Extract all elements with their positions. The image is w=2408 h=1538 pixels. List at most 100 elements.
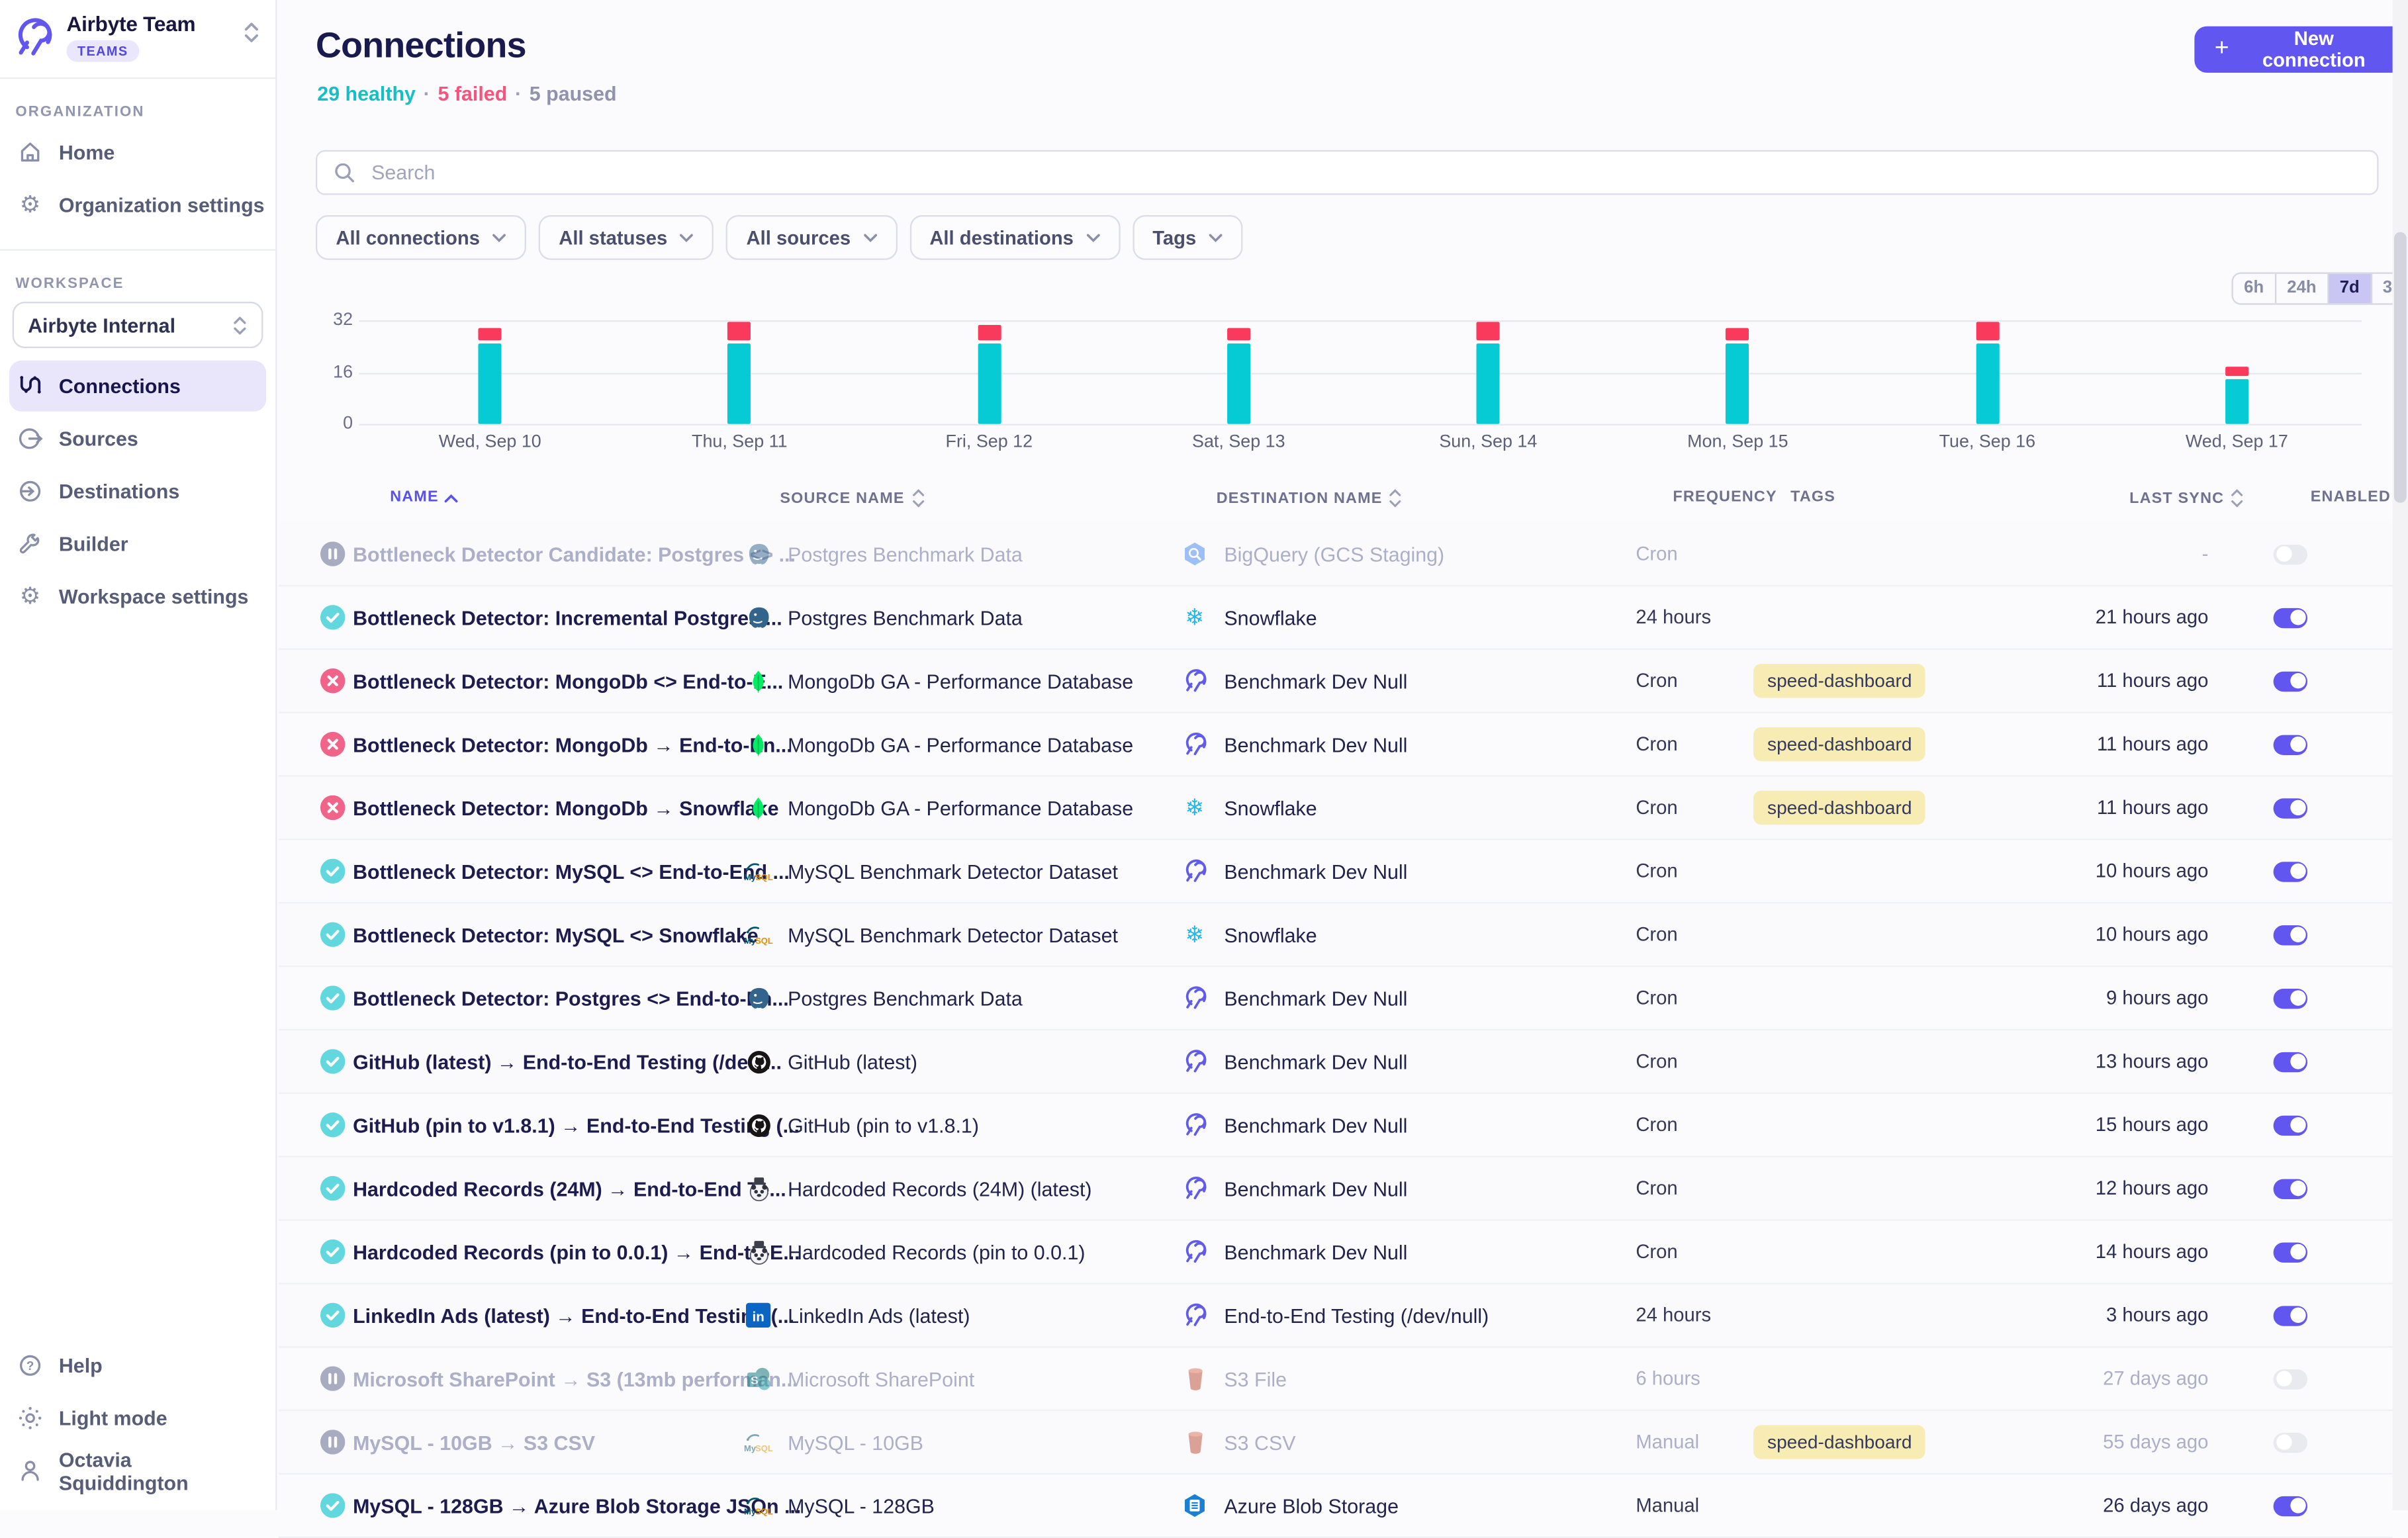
status-healthy-icon	[320, 1474, 345, 1537]
enabled-toggle[interactable]	[2274, 1242, 2307, 1261]
team-switcher[interactable]: Airbyte Team TEAMS	[0, 0, 275, 79]
table-row[interactable]: Bottleneck Detector: Incremental Postgre…	[279, 586, 2393, 650]
team-name: Airbyte Team	[67, 13, 196, 36]
connection-name: Bottleneck Detector: MySQL <> End-to-End…	[353, 840, 790, 903]
filter-tags[interactable]: Tags	[1133, 215, 1243, 260]
table-row[interactable]: GitHub (latest) → End-to-End Testing (/d…	[279, 1030, 2393, 1094]
workspace-section-label: WORKSPACE	[15, 275, 275, 293]
sidebar-item-connections[interactable]: Connections	[9, 361, 266, 412]
workspace-selector[interactable]: Airbyte Internal	[13, 302, 263, 348]
table-row[interactable]: MySQL - 10GB → S3 CSVMySQLMySQL - 10GBS3…	[279, 1411, 2393, 1474]
enabled-toggle[interactable]	[2274, 1178, 2307, 1198]
mysql-icon: MySQL	[743, 921, 774, 948]
table-row[interactable]: Bottleneck Detector: MongoDb <> End-to-E…	[279, 650, 2393, 713]
enabled-toggle[interactable]	[2274, 1369, 2307, 1388]
column-header-source-name[interactable]: SOURCE NAME	[780, 489, 925, 508]
x-axis-label: Tue, Sep 16	[1879, 433, 2096, 452]
x-axis-label: Wed, Sep 10	[382, 433, 598, 452]
column-header-last-sync[interactable]: LAST SYNC	[2129, 489, 2244, 508]
sidebar-item-help[interactable]: ? Help	[9, 1340, 266, 1391]
filter-all-statuses[interactable]: All statuses	[539, 215, 714, 260]
svg-text:My: My	[744, 1506, 757, 1516]
chevron-down-icon	[1086, 233, 1100, 242]
frequency: 6 hours	[1636, 1347, 1700, 1410]
destination-name: S3 File	[1224, 1367, 1287, 1390]
enabled-toggle[interactable]	[2274, 861, 2307, 881]
destination-name: Benchmark Dev Null	[1224, 733, 1407, 756]
column-header-name[interactable]: NAME	[390, 489, 459, 506]
enabled-toggle[interactable]	[2274, 608, 2307, 627]
bar-succeeded	[1477, 343, 1500, 424]
connection-name: Microsoft SharePoint → S3 (13mb performa…	[353, 1347, 798, 1410]
destination-name: Snowflake	[1224, 606, 1317, 629]
enabled-toggle[interactable]	[2274, 1432, 2307, 1452]
chevron-updown-icon	[243, 22, 260, 44]
enabled-toggle[interactable]	[2274, 544, 2307, 564]
table-row[interactable]: Hardcoded Records (pin to 0.0.1) → End-t…	[279, 1221, 2393, 1285]
table-row[interactable]: Bottleneck Detector: MongoDb → End-to-En…	[279, 713, 2393, 777]
enabled-toggle[interactable]	[2274, 1115, 2307, 1135]
enabled-toggle[interactable]	[2274, 988, 2307, 1008]
source-name: MySQL Benchmark Detector Dataset	[788, 860, 1118, 883]
table-row[interactable]: LinkedIn Ads (latest) → End-to-End Testi…	[279, 1285, 2393, 1348]
scrollbar-thumb[interactable]	[2394, 232, 2407, 503]
filter-all-destinations[interactable]: All destinations	[909, 215, 1120, 260]
table-row[interactable]: Bottleneck Detector: MongoDb → Snowflake…	[279, 777, 2393, 840]
column-header-destination-name[interactable]: DESTINATION NAME	[1217, 489, 1403, 508]
table-row[interactable]: Bottleneck Detector: MySQL <> End-to-End…	[279, 840, 2393, 904]
table-row[interactable]: Hardcoded Records (24M) → End-to-End Te.…	[279, 1157, 2393, 1221]
search-input[interactable]	[368, 159, 2377, 186]
filter-all-connections[interactable]: All connections	[316, 215, 526, 260]
table-row[interactable]: MySQL - 128GB → Azure Blob Storage JSOn …	[279, 1474, 2393, 1538]
source-name: GitHub (pin to v1.8.1)	[788, 1113, 979, 1136]
enabled-toggle[interactable]	[2274, 1496, 2307, 1515]
sidebar-item-builder[interactable]: Builder	[9, 518, 266, 569]
table-row[interactable]: Bottleneck Detector: Postgres <> End-to-…	[279, 967, 2393, 1030]
new-connection-button[interactable]: + New connection	[2194, 26, 2408, 73]
bar-succeeded	[1976, 343, 1999, 424]
search-bar	[316, 150, 2379, 195]
time-range-6h[interactable]: 6h	[2233, 274, 2275, 303]
status-healthy-icon	[320, 586, 345, 649]
table-row[interactable]: GitHub (pin to v1.8.1) → End-to-End Test…	[279, 1094, 2393, 1157]
status-failed-icon	[320, 777, 345, 839]
source-name: Postgres Benchmark Data	[788, 606, 1023, 629]
sidebar-item-sources[interactable]: Sources	[9, 413, 266, 464]
sidebar-item-home[interactable]: Home	[9, 127, 266, 178]
destination-name: End-to-End Testing (/dev/null)	[1224, 1304, 1489, 1327]
x-axis-label: Thu, Sep 11	[631, 433, 848, 452]
tags-cell: speed-dashboard	[1753, 1411, 1925, 1473]
sun-icon	[17, 1405, 44, 1431]
sync-history-chart: 32 16 0 Wed, Sep 10Thu, Sep 11Fri, Sep 1…	[316, 310, 2379, 457]
tags-cell: speed-dashboard	[1753, 777, 1925, 839]
sidebar-item-destinations[interactable]: Destinations	[9, 466, 266, 517]
sidebar-item-organization-settings[interactable]: ⚙ Organization settings	[9, 179, 266, 230]
connection-name: Bottleneck Detector: Postgres <> End-to-…	[353, 967, 789, 1029]
time-range-24h[interactable]: 24h	[2275, 274, 2327, 303]
enabled-toggle[interactable]	[2274, 925, 2307, 944]
table-row[interactable]: Bottleneck Detector Candidate: Postgres …	[279, 523, 2393, 586]
x-axis-label: Sat, Sep 13	[1131, 433, 1347, 452]
gear-icon: ⚙	[17, 583, 44, 610]
wrench-icon	[17, 531, 44, 557]
sidebar-item-workspace-settings[interactable]: ⚙ Workspace settings	[9, 571, 266, 622]
bar-failed	[1726, 328, 1749, 341]
scrollbar[interactable]	[2393, 0, 2408, 1510]
frequency: Cron	[1636, 1221, 1677, 1283]
filter-all-sources[interactable]: All sources	[726, 215, 897, 260]
enabled-toggle[interactable]	[2274, 1052, 2307, 1071]
frequency: Cron	[1636, 523, 1677, 585]
status-paused-icon	[320, 1411, 345, 1473]
sidebar-item-light-mode[interactable]: Light mode	[9, 1392, 266, 1443]
enabled-toggle[interactable]	[2274, 671, 2307, 691]
enabled-toggle[interactable]	[2274, 797, 2307, 817]
sidebar-item-user[interactable]: Octavia Squiddington	[9, 1445, 266, 1496]
enabled-toggle[interactable]	[2274, 734, 2307, 754]
search-icon	[333, 161, 356, 184]
y-axis-tick: 0	[316, 413, 353, 435]
sidebar-item-label: Connections	[59, 375, 181, 398]
table-row[interactable]: Bottleneck Detector: MySQL <> SnowflakeM…	[279, 903, 2393, 967]
enabled-toggle[interactable]	[2274, 1305, 2307, 1325]
time-range-7d[interactable]: 7d	[2327, 274, 2370, 303]
table-row[interactable]: Microsoft SharePoint → S3 (13mb performa…	[279, 1347, 2393, 1411]
